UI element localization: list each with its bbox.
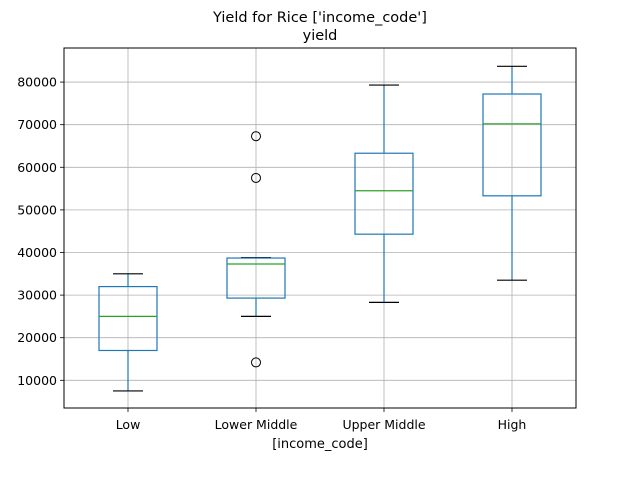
y-tick-label: 20000 bbox=[17, 330, 57, 345]
iqr-box bbox=[98, 285, 158, 352]
y-tick-label: 60000 bbox=[17, 160, 57, 175]
y-tick-label: 80000 bbox=[17, 75, 57, 90]
y-tick-label: 50000 bbox=[17, 202, 57, 217]
iqr-box bbox=[482, 93, 542, 197]
outlier-point bbox=[251, 131, 261, 142]
y-tick-label: 10000 bbox=[17, 373, 57, 388]
grid-lines bbox=[64, 48, 576, 408]
y-tick-label: 30000 bbox=[17, 288, 57, 303]
box-high bbox=[482, 65, 542, 281]
iqr-box bbox=[226, 257, 286, 299]
x-tick-label: High bbox=[498, 417, 527, 432]
box-upper-middle bbox=[354, 84, 414, 303]
outlier-point bbox=[251, 172, 261, 183]
chart-title: Yield for Rice ['income_code'] bbox=[212, 10, 427, 26]
x-tick-label: Lower Middle bbox=[215, 417, 298, 432]
x-axis: Low Lower Middle Upper Middle High bbox=[116, 408, 527, 432]
y-axis: 10000 20000 30000 40000 50000 60000 70000 80000 bbox=[17, 75, 64, 388]
x-tick-label: Low bbox=[116, 417, 141, 432]
x-tick-label: Upper Middle bbox=[342, 417, 425, 432]
plot-frame bbox=[63, 47, 577, 409]
y-tick-label: 40000 bbox=[17, 245, 57, 260]
boxes-group bbox=[98, 65, 542, 392]
box-low bbox=[98, 273, 158, 392]
chart-subtitle: yield bbox=[303, 28, 338, 44]
box-lower-middle bbox=[226, 131, 286, 368]
iqr-box bbox=[354, 152, 414, 235]
x-axis-label: [income_code] bbox=[272, 437, 368, 452]
outlier-point bbox=[251, 357, 261, 368]
y-tick-label: 70000 bbox=[17, 117, 57, 132]
